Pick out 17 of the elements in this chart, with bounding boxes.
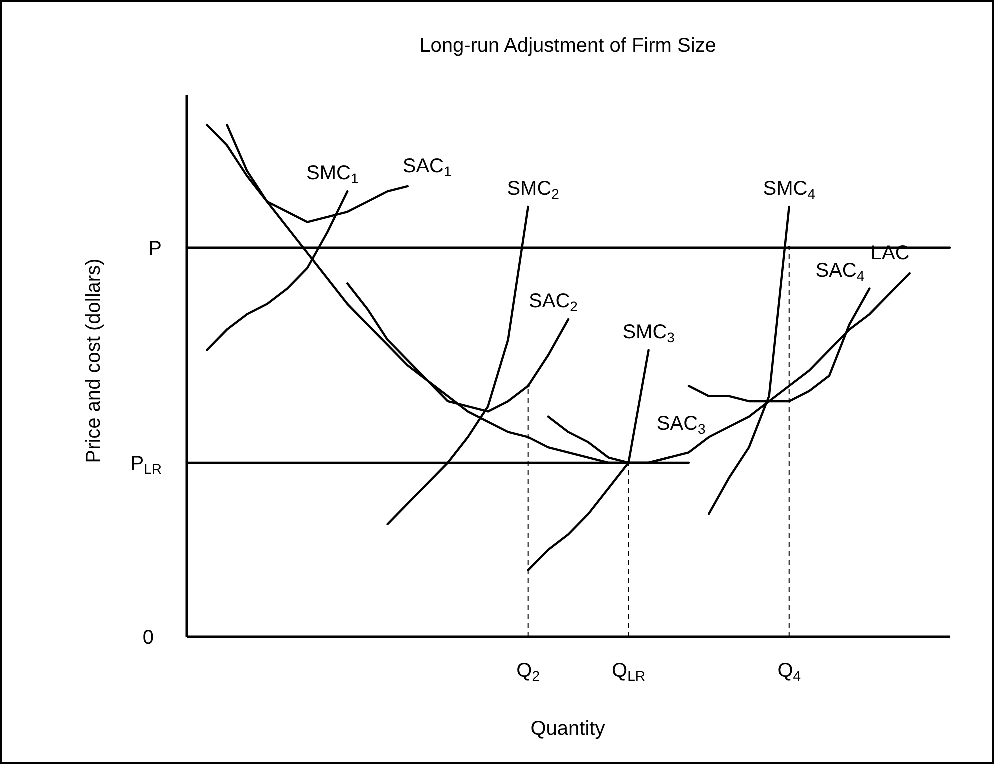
series-label: P <box>148 238 162 260</box>
series-label: P$_{LR}$ <box>130 452 162 478</box>
series-label: SAC$_{1}$ <box>402 155 452 180</box>
x-tick-label: Q$_{4}$ <box>778 660 802 684</box>
series-label: SAC$_{3}$ <box>656 412 706 437</box>
series-label: SMC$_{4}$ <box>763 178 816 202</box>
x-tick-label: Q$_{LR}$ <box>612 660 646 684</box>
series-label: SMC$_{1}$ <box>306 162 359 187</box>
series-label: SMC$_{2}$ <box>507 178 560 202</box>
text: 0 <box>142 627 154 649</box>
series-label: SAC$_{2}$ <box>529 290 578 315</box>
series-label: SAC$_{4}$ <box>816 260 865 284</box>
x-axis-title: Quantity <box>530 718 606 740</box>
series-label: SMC$_{3}$ <box>622 321 676 346</box>
y-axis-title: Price and cost (dollars) <box>83 258 105 464</box>
x-tick-label: Q$_{2}$ <box>516 660 540 684</box>
chart-title: Long-run Adjustment of Firm Size <box>420 35 716 57</box>
